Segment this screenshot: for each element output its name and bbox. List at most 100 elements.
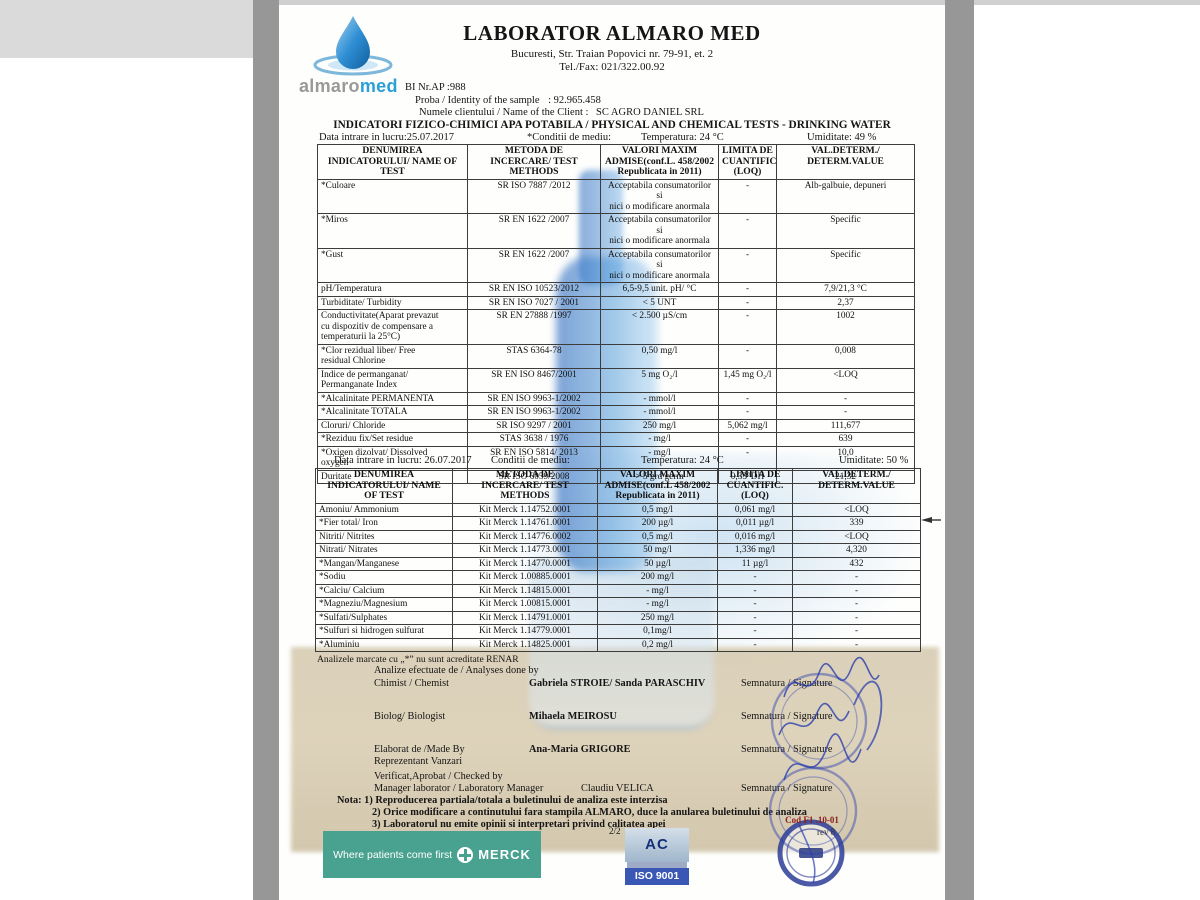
column-header: METODA DE INCERCARE/ TEST METHODS [452, 468, 598, 504]
table-cell: <LOQ [776, 367, 915, 393]
signature-role: Manager laborator / Laboratory Manager [374, 783, 544, 794]
table-cell: - [717, 583, 793, 598]
signature-label: Semnatura / Signature [741, 783, 833, 794]
bi-number: BI Nr.AP :988 [405, 82, 466, 93]
table-cell: SR EN ISO 9963-1/2002 [467, 391, 601, 406]
column-header: VAL.DETERM./ DETERM.VALUE [776, 144, 915, 180]
table-cell: - [792, 583, 921, 598]
scanner-edge-right [945, 0, 974, 900]
table-cell: 1,45 mg O₂/l [718, 367, 777, 393]
brand-name-gray: almaro [299, 76, 360, 96]
table-row: *Sodiu Kit Merck 1.00885.0001 200 mg/l - - [315, 570, 921, 585]
table-cell: - [718, 178, 777, 214]
table-cell: 0,016 mg/l [717, 529, 793, 544]
table-cell: 339 [792, 516, 921, 531]
table-cell: Acceptabila consumatorilor si nici o mod… [600, 247, 719, 283]
table-cell: 11 µg/l [717, 556, 793, 571]
iso-badge-cert-line [627, 862, 687, 868]
table-cell: Amoniu/ Ammonium [315, 502, 453, 517]
table-cell: - [792, 624, 921, 639]
humidity-1: Umiditate: 49 % [807, 132, 877, 143]
brand-name-blue: med [359, 76, 398, 96]
table-cell: Kit Merck 1.14776.0002 [452, 529, 598, 544]
table-cell: pH/Temperatura [317, 282, 468, 297]
signature-role: Chimist / Chemist [374, 678, 449, 689]
table-cell: - [718, 282, 777, 297]
table-cell: 0,061 mg/l [717, 502, 793, 517]
table-cell: - [717, 610, 793, 625]
table-cell: 0,5 mg/l [597, 502, 718, 517]
table-row: *Aluminiu Kit Merck 1.14825.0001 0,2 mg/l -… [315, 637, 921, 652]
client-line: Numele clientului / Name of the Client :… [419, 107, 704, 118]
table-cell: 111,677 [776, 418, 915, 433]
table-row: Cloruri/ Chloride SR ISO 9297 / 2001 250 m… [317, 418, 915, 433]
table-cell: Kit Merck 1.14815.0001 [452, 583, 598, 598]
table-cell: *Mangan/Manganese [315, 556, 453, 571]
table-cell: Kit Merck 1.14761.0001 [452, 516, 598, 531]
client-label: Numele clientului / Name of the Client : [419, 107, 589, 118]
seal-rev-label: rev 8 [817, 827, 836, 837]
table-cell: 50 µg/l [597, 556, 718, 571]
table-cell: *Aluminiu [315, 637, 453, 652]
table-row: Amoniu/ Ammonium Kit Merck 1.14752.0001 0,… [315, 502, 921, 517]
table-row: *Alcalinitate TOTALA SR EN ISO 9963-1/200… [317, 405, 915, 420]
table-row: *Fier total/ Iron Kit Merck 1.14761.0001 2… [315, 516, 921, 531]
table-cell: 4,320 [792, 543, 921, 558]
table-cell: - [718, 432, 777, 447]
table-row: *Magneziu/Magnesium Kit Merck 1.00815.000… [315, 597, 921, 612]
table-cell: - [717, 570, 793, 585]
signature-role: Elaborat de /Made By [374, 744, 465, 755]
table-row: *Mangan/Manganese Kit Merck 1.14770.0001 5… [315, 556, 921, 571]
table-cell: Nitrati/ Nitrates [315, 543, 453, 558]
conditions-label-1: *Conditii de mediu: [527, 132, 611, 143]
table-cell: SR EN ISO 8467/2001 [467, 367, 601, 393]
table-cell: Kit Merck 1.14779.0001 [452, 624, 598, 639]
iso-9001-badge: AC ISO 9001 [625, 828, 689, 886]
table-cell: - [718, 445, 777, 471]
note-line-2: 2) Orice modificare a continutului fara … [372, 807, 807, 818]
merck-logo-icon [457, 846, 474, 863]
table-row: *Reziduu fix/Set residue STAS 3638 / 1976… [317, 432, 915, 447]
table-cell: Alb-galbuie, depuneri [776, 178, 915, 214]
table-cell: SR ISO 7887 /2012 [467, 178, 601, 214]
table-cell: 1,336 mg/l [717, 543, 793, 558]
table-cell: 0,2 mg/l [597, 637, 718, 652]
table-cell: Acceptabila consumatorilor si nici o mod… [600, 213, 719, 249]
table-cell: - [718, 309, 777, 345]
brand-logo [307, 13, 399, 82]
table-row: Turbiditate/ Turbidity SR EN ISO 7027 / 2… [317, 295, 915, 310]
table-cell: STAS 6364-78 [467, 343, 601, 369]
table-cell: - [792, 570, 921, 585]
signature-label: Semnatura / Signature [741, 744, 833, 755]
table-cell: - [718, 405, 777, 420]
scan-top-strip [0, 0, 1200, 5]
signatures-header: Analize efectuate de / Analyses done by [374, 665, 539, 676]
table-cell: *Clor rezidual liber/ Free residual Chlo… [317, 343, 468, 369]
temperature-2: Temperatura: 24 °C [641, 455, 724, 466]
signature-name: Ana-Maria GRIGORE [529, 744, 631, 755]
column-header: VALORI MAXIM ADMISE(conf.L 458/2002 Repu… [597, 468, 718, 504]
table-row: Nitrati/ Nitrates Kit Merck 1.14773.0001 5… [315, 543, 921, 558]
table-2-header: DENUMIREA INDICATORULUI/ NAME OF TEST MET… [315, 468, 921, 504]
table-cell: 200 mg/l [597, 570, 718, 585]
table-cell: 0,008 [776, 343, 915, 369]
conditions-label-2: Conditii de mediu: [491, 455, 570, 466]
table-cell: SR EN 27888 /1997 [467, 309, 601, 345]
table-cell: *Reziduu fix/Set residue [317, 432, 468, 447]
table-cell: <LOQ [792, 529, 921, 544]
table-row: *Alcalinitate PERMANENTA SR EN ISO 9963-1… [317, 391, 915, 406]
table-cell: 0,50 mg/l [600, 343, 719, 369]
table-row: Conductivitate(Aparat prevazut cu dispoz… [317, 309, 915, 345]
table-row: *Sulfati/Sulphates Kit Merck 1.14791.0001… [315, 610, 921, 625]
table-cell: *Magneziu/Magnesium [315, 597, 453, 612]
table-cell: Cloruri/ Chloride [317, 418, 468, 433]
table-1-header: DENUMIREA INDICATORULUI/ NAME OF TEST MET… [317, 144, 915, 180]
table-2-body: Amoniu/ Ammonium Kit Merck 1.14752.0001 0,… [315, 502, 921, 652]
merck-banner: Where patients come first MERCK [323, 831, 541, 878]
sample-id-line: Proba / Identity of the sample : 92.965.… [415, 95, 601, 106]
report-title: INDICATORI FIZICO-CHIMICI APA POTABILA /… [333, 119, 891, 131]
renar-note: Analizele marcate cu „*” nu sunt acredit… [317, 654, 519, 665]
page-number: 2/2 [609, 826, 621, 836]
table-cell: Kit Merck 1.14791.0001 [452, 610, 598, 625]
table-cell: - [792, 637, 921, 652]
